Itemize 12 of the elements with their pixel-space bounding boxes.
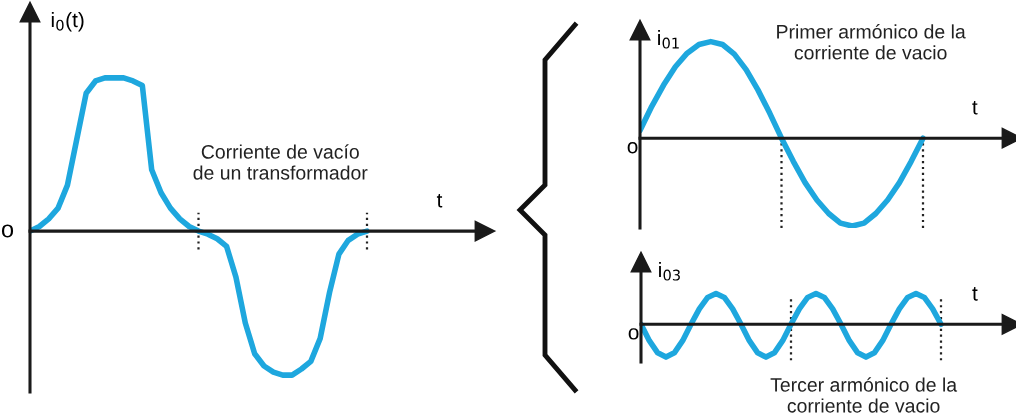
annotation: o	[628, 328, 639, 340]
annotation: Primer armónico de la corriente de vacio	[777, 24, 966, 60]
annotation: o	[627, 142, 638, 154]
y-axis-title: i$_{03}$	[659, 261, 680, 281]
x-axis-title: t	[436, 193, 443, 208]
x-axis-title: t	[972, 287, 978, 301]
y-axis-title: i$_{0}$(t)	[51, 12, 84, 32]
text: o	[1, 224, 14, 238]
text: Tercer armónico de la corriente de vacio	[770, 377, 958, 413]
annotation: Corriente de vacío de un transformador	[193, 144, 368, 180]
x-axis-title: t	[972, 100, 978, 115]
y-axis-title: i$_{01}$	[658, 29, 679, 49]
